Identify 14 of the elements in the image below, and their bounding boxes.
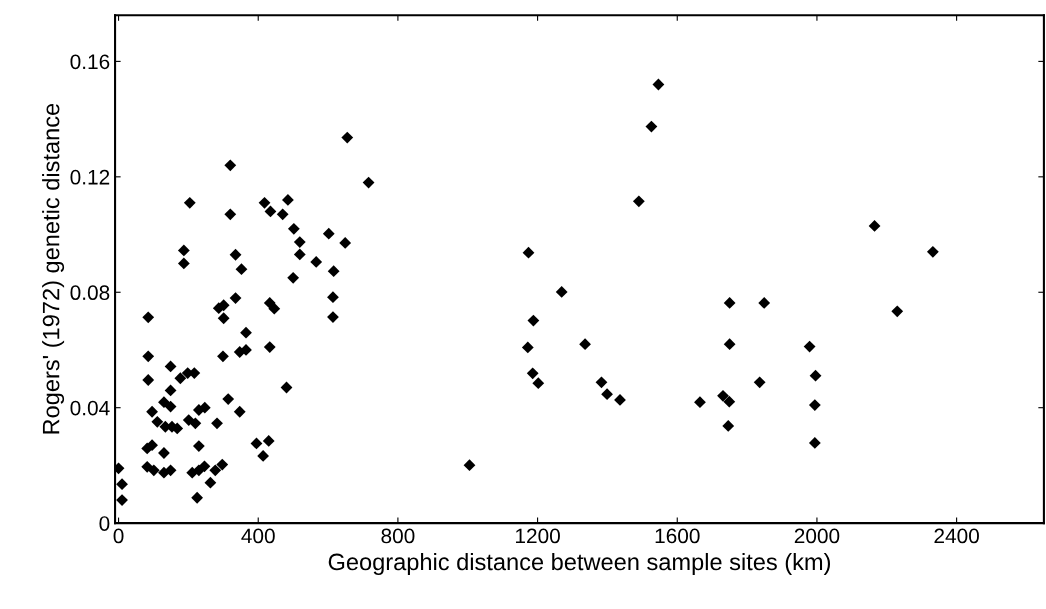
x-tick-label: 400	[241, 528, 275, 544]
x-tick-label: 2000	[794, 528, 840, 544]
x-tick-label: 1600	[655, 528, 700, 544]
x-tick-label: 1200	[516, 528, 560, 544]
y-tick-label: 0	[99, 516, 110, 531]
y-tick-label: 0.08	[70, 285, 110, 301]
x-tick-label: 0	[113, 528, 124, 544]
x-tick-label: 800	[381, 528, 415, 544]
x-axis-title: Geographic distance between sample sites (km)	[328, 552, 830, 575]
y-tick-label: 0.04	[70, 400, 110, 416]
y-axis-title: Rogers' (1972) genetic distance	[42, 103, 65, 434]
y-tick-label: 0.16	[70, 54, 110, 70]
x-tick-label: 2400	[934, 528, 979, 544]
y-tick-label: 0.12	[70, 169, 110, 185]
